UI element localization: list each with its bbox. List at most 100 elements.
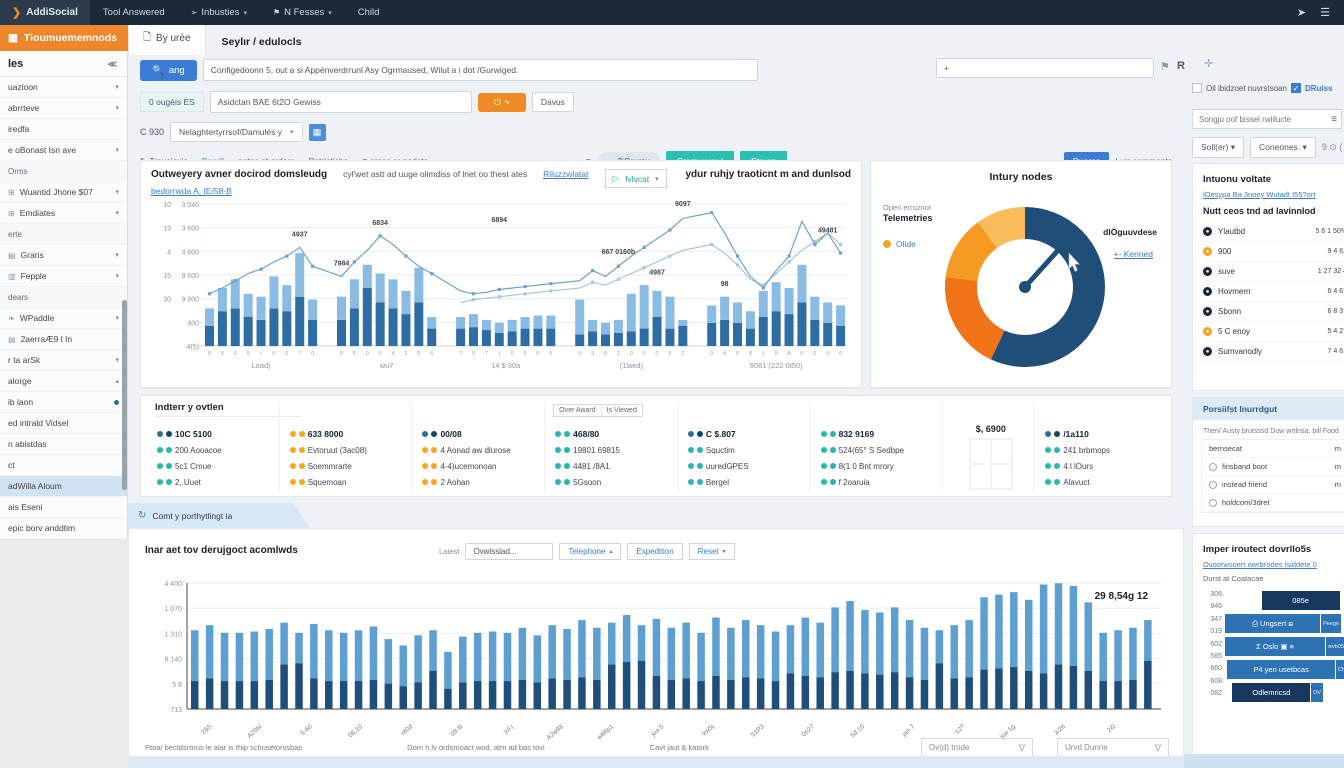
stat-item[interactable]: Squemoan (289, 474, 406, 490)
stat-item[interactable]: C $.807 (687, 426, 804, 442)
sidebar-item-17[interactable]: ed intrald Vidsel (0, 413, 127, 434)
stat-item[interactable]: 5c1 Cmue (157, 458, 273, 474)
sidebar-item-16[interactable]: ib laon (0, 392, 127, 413)
nav-item-4[interactable]: Child (345, 0, 393, 25)
download-bar-3[interactable]: Σ Oslo ▣ ≡ wvb05 (1225, 637, 1344, 656)
toggle-option-1[interactable]: Over Award (559, 407, 596, 414)
stat-item[interactable]: Evtoruut (3ac08) (289, 442, 406, 458)
stat-item[interactable]: uuredGPES (687, 458, 804, 474)
bottom-filter-button-2[interactable]: Expedition (627, 543, 683, 560)
sidebar-item-10[interactable]: ▥ Fepple ▾ (0, 266, 127, 287)
parallel-row-1[interactable]: bernsecat m (1202, 440, 1344, 458)
bottom-select-2[interactable]: Urvd Dunne ▽ (1057, 738, 1169, 757)
nav-item-3[interactable]: ⚑ N Fesses ▾ (260, 0, 345, 25)
sidebar-header[interactable]: ▦ Tioumuememnods (0, 25, 128, 51)
calendar-icon-button[interactable]: ▦ (308, 123, 326, 141)
sidebar-item-21[interactable]: ais Eseni (0, 497, 127, 518)
davus-button[interactable]: Davus (531, 92, 574, 112)
stat-item[interactable]: Bergel (687, 474, 804, 490)
gauge-legend[interactable]: Olide (883, 239, 916, 249)
overview-action-link[interactable]: Riluzzwlatat (543, 169, 589, 179)
bookmark-icon[interactable]: ⚑ (1160, 61, 1170, 73)
voltage-row-6[interactable]: ● 5 C enoy 5 4 27 (1203, 322, 1344, 342)
r-icon[interactable]: R (1177, 60, 1185, 72)
gauge-right-link[interactable]: ⇠ Kenned (1114, 249, 1153, 259)
voltage-row-3[interactable]: ● suve 1 27 32 4 (1203, 262, 1344, 282)
stat-item[interactable]: 4 Aonad aw dlurose (422, 442, 538, 458)
parallel-row-3[interactable]: instead friend m (1202, 476, 1344, 494)
secondary-input[interactable] (936, 58, 1154, 78)
sidebar-item-9[interactable]: ▤ Graris ▾ (0, 245, 127, 266)
bottom-filter-input[interactable] (465, 543, 554, 560)
stat-item[interactable]: 524(65° S Sedbpe (820, 442, 937, 458)
tab-seyler[interactable]: Seylır / edulocls (221, 36, 302, 48)
voltage-row-4[interactable]: ● Hovmern 6 4 67 (1203, 282, 1344, 302)
toggle-option-2[interactable]: Is Viewed (600, 405, 642, 416)
stat-item[interactable]: 832 9169 (820, 426, 937, 442)
nav-item-1[interactable]: Tool Answered (90, 0, 178, 25)
downloads-link[interactable]: Ovoorwsoert owrbrodes lsiddete 0 (1203, 560, 1317, 569)
stat-item[interactable]: Alavuct (1045, 474, 1161, 490)
stat-item[interactable]: 633 8000 (289, 426, 406, 442)
stat-item[interactable]: 10C 5100 (157, 426, 273, 442)
right-search-input[interactable] (1193, 114, 1332, 124)
sidebar-item-4[interactable]: e oBonast Isn ave ▾ (0, 140, 127, 161)
collapse-icon[interactable]: ≪ (107, 58, 117, 69)
voltage-link[interactable]: lOesypa Ba 3noey Wutadt I55?ort (1203, 190, 1316, 199)
brand[interactable]: ❯ AddiSocial (0, 0, 90, 25)
query-input[interactable] (202, 59, 758, 81)
sidebar-item-11[interactable]: dears (0, 287, 127, 308)
bottom-filter-button-3[interactable]: Reset ▾ (688, 543, 735, 560)
checkbox-1[interactable] (1192, 83, 1202, 93)
sidebar-item-8[interactable]: erte (0, 224, 127, 245)
coneones-dropdown[interactable]: Coneones. ▾ (1250, 137, 1316, 158)
search-button[interactable]: 🔍 ang (140, 59, 197, 81)
sidebar-item-13[interactable]: ▤ 2aerraÆ9 l In (0, 329, 127, 350)
sidebar-item-3[interactable]: iredfa (0, 119, 127, 140)
stat-item[interactable]: /1a110 (1045, 426, 1161, 442)
pager-icons[interactable]: 9 ⊙ ( (1321, 142, 1343, 152)
sidebar-item-6[interactable]: ⊞ Wuantid Jhone $07 ▾ (0, 182, 127, 203)
stat-item[interactable]: f 2oaruia (820, 474, 937, 490)
orange-toggle-button[interactable]: ⏻ ∿ (477, 92, 526, 112)
radio-icon[interactable] (1209, 462, 1217, 471)
stat-item[interactable]: 00/08 (422, 426, 538, 442)
sidebar-item-2[interactable]: abrrteve ▾ (0, 98, 127, 119)
voltage-row-7[interactable]: ● Sumvanodly 7 4 61 (1203, 342, 1344, 362)
radio-icon[interactable] (1209, 498, 1217, 507)
row3-select[interactable]: Nelaghtertyrrsof/Damulés y ▾ (170, 122, 303, 142)
stat-item[interactable]: 19801 69815 (555, 442, 671, 458)
soller-dropdown[interactable]: Soll(er) ▾ (1192, 137, 1245, 158)
voltage-row-1[interactable]: ● Ylautbd 5 6 1 50% (1203, 222, 1344, 242)
sidebar-item-20[interactable]: adWilla Aloum (0, 476, 127, 497)
stat-item[interactable]: 8(1 0 Bnt mrory (820, 458, 937, 474)
checkbox-2[interactable]: ✓ (1290, 83, 1301, 93)
stat-item[interactable]: 2 Aohan (422, 474, 538, 490)
stat-item[interactable]: Squctim (687, 442, 804, 458)
sidebar-scrollbar[interactable] (122, 300, 127, 490)
sidebar-item-12[interactable]: ❧ WPaddle ▾ (0, 308, 127, 329)
sidebar-item-19[interactable]: ct (0, 455, 127, 476)
stat-item[interactable]: 468/80 (555, 426, 671, 442)
parallel-row-2[interactable]: finsband boot m (1202, 458, 1344, 476)
download-bar-2[interactable]: ⎙ Ungsert ⊞ Peege (1225, 614, 1341, 633)
stat-item[interactable]: 2, Uuet (157, 474, 273, 490)
bottom-select-1[interactable]: Ov(d) trode ▽ (921, 738, 1033, 757)
stat-item[interactable]: 200 Aooacoe (157, 442, 273, 458)
row2-input[interactable] (209, 91, 472, 113)
sidebar-item-15[interactable]: alorge ▴ (0, 371, 127, 392)
sidebar-item-5[interactable]: Orms (0, 161, 127, 182)
cursor-share-icon[interactable]: ➤ (1296, 7, 1307, 19)
download-bar-5[interactable]: Odlemricsd OV (1232, 683, 1324, 702)
sidebar-item-1[interactable]: uazloon ▾ (0, 77, 127, 98)
menu-icon[interactable]: ☰ (1320, 7, 1330, 19)
voltage-row-5[interactable]: ● Sbonn 6 8 37 (1203, 302, 1344, 322)
stat-item[interactable]: Soemmrarte (289, 458, 406, 474)
voltage-row-2[interactable]: ● 900 9 4 61 (1203, 242, 1344, 262)
bottom-tab[interactable]: ↻ Comt y porthytlingt ia (128, 503, 310, 528)
nav-item-2[interactable]: ➢ Inbusties ▾ (178, 0, 260, 25)
hamburger-icon[interactable]: ≡ (1331, 113, 1337, 125)
stat-item[interactable]: 5Gsoon (555, 474, 671, 490)
sidebar-item-7[interactable]: ⊞ Emdiates ▾ (0, 203, 127, 224)
sidebar-item-14[interactable]: r ta arSk ▾ (0, 350, 127, 371)
